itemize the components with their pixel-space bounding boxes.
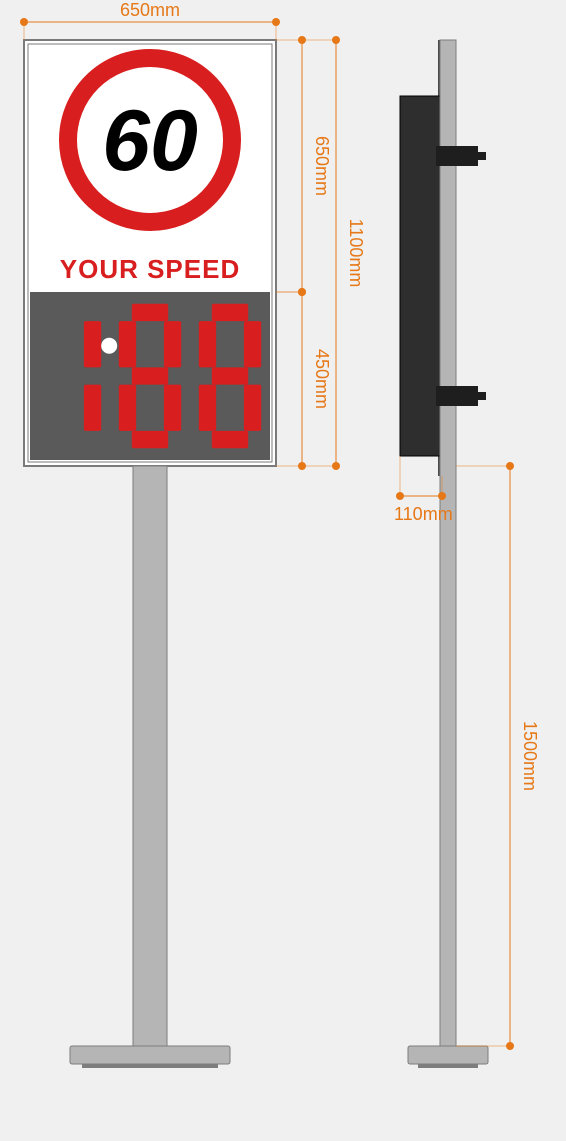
sensor-dot-icon [101,338,117,354]
dimension-drawing: 60 YOUR SPEED 650mm 650mm 450mm 1100mm 1500mm 1… [0,0,566,1136]
depth-dim-label: 110mm [394,504,453,524]
svg-text:650mm: 650mm [312,136,332,196]
svg-text:450mm: 450mm [312,349,332,409]
svg-text:1500mm: 1500mm [520,721,540,791]
bracket [436,146,478,166]
your-speed-label: YOUR SPEED [60,254,241,284]
base-plate-side [408,1046,488,1064]
pole-side [440,40,456,1046]
speed-limit-value: 60 [102,93,198,189]
sign-housing-side [400,96,440,456]
svg-text:650mm: 650mm [120,0,180,20]
pole-front [133,466,167,1046]
svg-text:1100mm: 1100mm [346,219,366,288]
base-plate-front [70,1046,230,1064]
bracket [436,386,478,406]
